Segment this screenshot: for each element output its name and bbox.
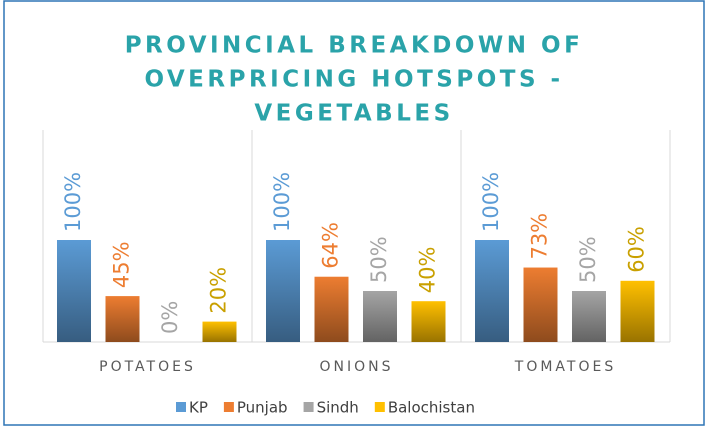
legend-label: Sindh: [317, 399, 359, 417]
x-tick-label: POTATOES: [99, 359, 196, 375]
chart-title: VEGETABLES: [254, 101, 453, 127]
bar: [475, 240, 509, 342]
data-label: 73%: [528, 213, 552, 260]
data-label: 100%: [270, 172, 294, 232]
chart-title: OVERPRICING HOTSPOTS -: [144, 67, 563, 93]
x-tick-label: TOMATOES: [514, 359, 616, 375]
x-tick-label: ONIONS: [320, 359, 394, 375]
chart-frame: [3, 0, 705, 426]
data-label: 40%: [416, 247, 440, 294]
legend-swatch: [303, 402, 314, 412]
data-label: 100%: [479, 172, 503, 232]
bar: [314, 276, 349, 342]
bar: [620, 280, 655, 342]
chart-title: PROVINCIAL BREAKDOWN OF: [125, 33, 584, 59]
data-label: 60%: [625, 226, 649, 273]
bar: [202, 321, 237, 342]
bar: [57, 240, 91, 342]
data-label: 100%: [61, 172, 85, 232]
data-label: 45%: [110, 241, 134, 288]
legend-swatch: [176, 402, 186, 412]
data-label: 50%: [576, 236, 600, 283]
bar: [523, 267, 558, 342]
bar: [411, 301, 446, 342]
bar: [266, 240, 300, 342]
legend-label: Balochistan: [388, 399, 475, 417]
data-label: 20%: [207, 267, 231, 314]
legend-swatch: [374, 402, 385, 412]
legend-label: KP: [189, 399, 208, 417]
data-label: 64%: [319, 222, 343, 269]
bar: [105, 296, 140, 342]
bar: [572, 291, 606, 342]
legend-label: Punjab: [237, 399, 288, 417]
legend-swatch: [223, 402, 234, 412]
data-label: 50%: [367, 236, 391, 283]
data-label: 0%: [158, 301, 182, 334]
bar: [363, 291, 397, 342]
